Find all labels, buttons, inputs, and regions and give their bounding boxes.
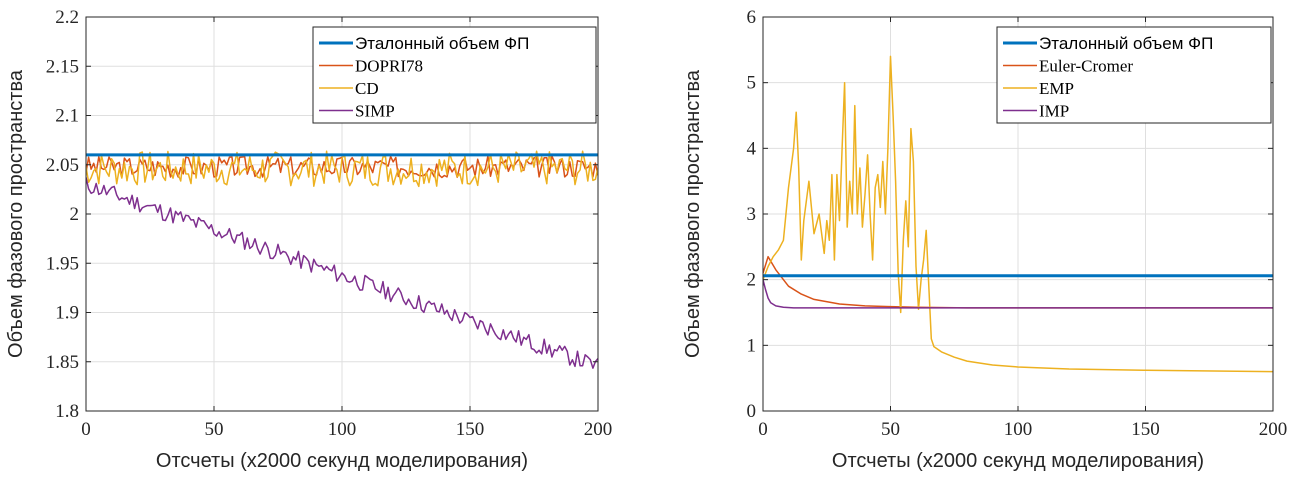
x-tick-label: 50 (205, 419, 224, 440)
x-tick-label: 0 (758, 419, 768, 440)
y-tick-label: 1.9 (55, 303, 79, 324)
y-tick-label: 2.05 (46, 155, 79, 176)
y-tick-label: 2 (747, 270, 757, 291)
x-tick-label: 200 (1259, 419, 1288, 440)
y-tick-label: 6 (747, 7, 757, 28)
series-line-3 (763, 279, 1273, 309)
legend: Эталонный объем ФП Euler-Cromer EMP IMP (996, 26, 1272, 124)
legend-label-0: Эталонный объем ФП (355, 34, 529, 53)
legend-label-3: IMP (1039, 102, 1069, 121)
chart-right-svg: 0 50 100 150 200 0 1 2 3 4 5 6 Отсчеты (x2000 секунд… (682, 7, 1288, 472)
y-tick-label: 2 (70, 204, 80, 225)
x-tick-label: 0 (81, 419, 91, 440)
y-tick-label: 1 (747, 335, 757, 356)
y-tick-label: 2.15 (46, 56, 79, 77)
legend-label-2: CD (355, 79, 379, 98)
x-tick-label: 150 (456, 419, 485, 440)
x-tick-label: 200 (584, 419, 613, 440)
legend-label-0: Эталонный объем ФП (1039, 34, 1213, 53)
y-tick-label: 4 (747, 138, 757, 159)
legend-box (996, 26, 1272, 124)
y-tick-label: 3 (747, 204, 757, 225)
y-tick-label: 2.2 (55, 7, 79, 28)
y-axis-label: Объем фазового пространства (682, 69, 704, 358)
legend-label-2: EMP (1039, 79, 1074, 98)
legend-label-3: SIMP (355, 102, 395, 121)
x-tick-label: 100 (328, 419, 357, 440)
y-tick-label: 1.85 (46, 352, 79, 373)
y-tick-label: 1.8 (55, 401, 79, 422)
y-tick-label: 2.1 (55, 106, 79, 127)
legend-label-1: Euler-Cromer (1039, 57, 1133, 76)
chart-left-svg: 0 50 100 150 200 1.8 1.85 1.9 1.95 2 2.05 2.1 2.15 2.… (5, 7, 613, 472)
y-tick-label: 1.95 (46, 253, 79, 274)
x-tick-label: 50 (881, 419, 900, 440)
legend-label-1: DOPRI78 (355, 57, 423, 76)
x-tick-label: 100 (1004, 419, 1033, 440)
y-axis-label: Объем фазового пространства (5, 69, 27, 358)
chart-right: 0 50 100 150 200 0 1 2 3 4 5 6 Отсчеты (x2000 секунд… (660, 0, 1306, 481)
x-axis-label: Отсчеты (x2000 секунд моделирования) (832, 450, 1204, 472)
x-tick-label: 150 (1131, 419, 1160, 440)
series-line-2 (763, 55, 1273, 373)
series-line-2 (86, 150, 598, 188)
legend: Эталонный объем ФП DOPRI78 CD SIMP (312, 26, 597, 124)
x-axis-label: Отсчеты (x2000 секунд моделирования) (156, 450, 528, 472)
series-line-3 (86, 177, 598, 369)
chart-left: 0 50 100 150 200 1.8 1.85 1.9 1.95 2 2.05 2.1 2.15 2.… (5, 7, 613, 472)
y-tick-label: 0 (747, 401, 757, 422)
y-tick-label: 5 (747, 73, 757, 94)
legend-box (312, 26, 597, 124)
